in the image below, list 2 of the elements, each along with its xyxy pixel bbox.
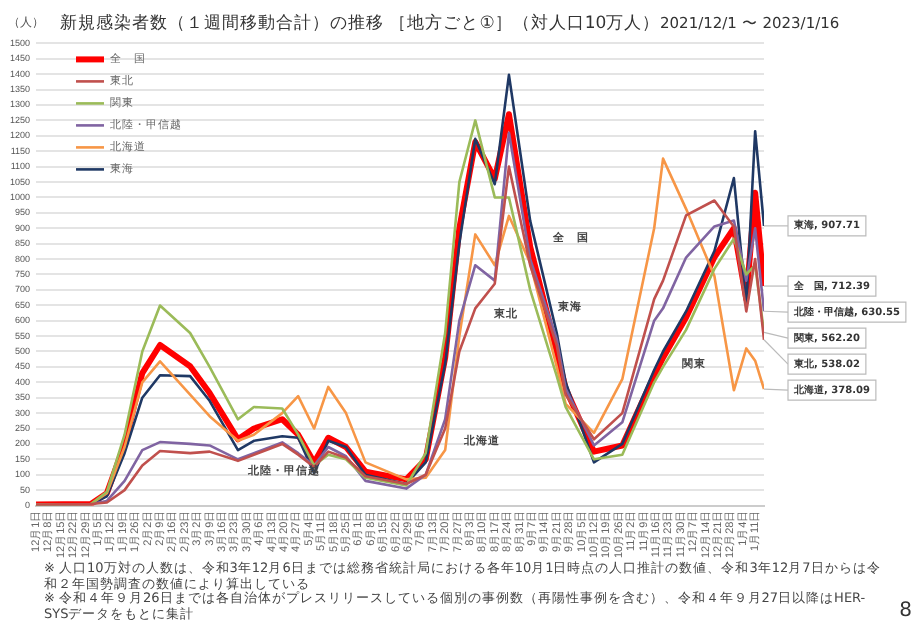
chart-title: 新規感染者数（１週間移動合計）の推移 ［地方ごと①］（対人口10万人） [60,12,661,36]
text: 8 [899,600,912,622]
